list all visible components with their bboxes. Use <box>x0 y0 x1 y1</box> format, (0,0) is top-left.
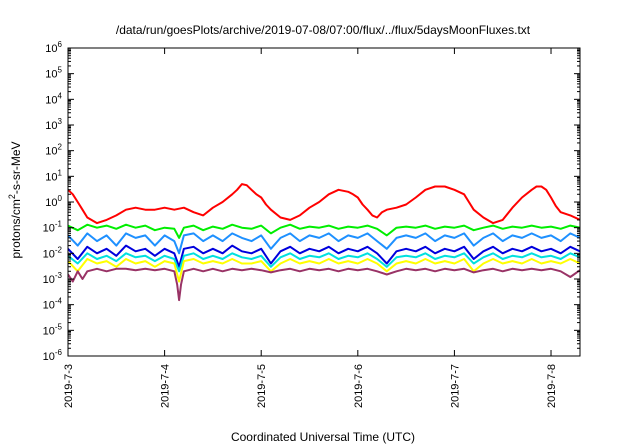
y-tick-exp: 5 <box>58 66 63 75</box>
series-line-1 <box>68 183 580 225</box>
y-tick-base: 10 <box>45 197 57 209</box>
plot-frame <box>67 47 581 357</box>
ticks-layer: 10-610-510-410-310-210-11001011021031041… <box>43 40 580 408</box>
y-tick-exp: -5 <box>55 322 63 331</box>
y-tick-base: 10 <box>45 171 57 183</box>
x-tick-label: 2019-7-8 <box>546 364 558 408</box>
y-tick-exp: 6 <box>58 40 63 49</box>
y-tick-exp: 4 <box>58 91 63 100</box>
y-tick-base: 10 <box>43 274 55 286</box>
y-tick-exp: 3 <box>58 117 63 126</box>
y-tick-label: 102 <box>45 143 62 158</box>
y-tick-exp: -2 <box>55 245 63 254</box>
y-axis-title: protons/cm2-s-sr-MeV <box>7 141 23 258</box>
series-line-2 <box>68 223 580 239</box>
y-tick-base: 10 <box>45 69 57 81</box>
y-tick-base: 10 <box>43 223 55 235</box>
chart-title: /data/run/goesPlots/archive/2019-07-08/0… <box>116 23 531 37</box>
y-tick-label: 10-6 <box>43 348 63 363</box>
y-tick-label: 10-1 <box>43 220 63 235</box>
y-tick-label: 10-3 <box>43 271 63 286</box>
x-tick-label: 2019-7-7 <box>449 364 461 408</box>
y-tick-exp: 1 <box>58 168 63 177</box>
y-tick-label: 106 <box>45 40 62 55</box>
y-tick-exp: 2 <box>58 143 63 152</box>
series-line-7 <box>68 267 580 302</box>
y-tick-exp: -6 <box>55 348 63 357</box>
y-tick-label: 105 <box>45 66 62 81</box>
y-tick-exp: -1 <box>55 220 63 229</box>
x-tick-label: 2019-7-5 <box>256 364 268 408</box>
svg-text:protons/cm2-s-sr-MeV: protons/cm2-s-sr-MeV <box>7 141 23 258</box>
series-line-5 <box>68 252 580 273</box>
y-tick-exp: -3 <box>55 271 63 280</box>
y-tick-base: 10 <box>45 94 57 106</box>
y-tick-base: 10 <box>45 146 57 158</box>
x-tick-label: 2019-7-3 <box>63 364 75 408</box>
series-line-4 <box>68 244 580 268</box>
y-tick-label: 10-2 <box>43 245 63 260</box>
y-tick-label: 101 <box>45 168 62 183</box>
y-tick-base: 10 <box>43 351 55 363</box>
y-tick-base: 10 <box>43 300 55 312</box>
y-tick-label: 103 <box>45 117 62 132</box>
y-tick-label: 10-5 <box>43 322 63 337</box>
series-layer <box>68 183 580 302</box>
y-tick-base: 10 <box>43 325 55 337</box>
series-line-6 <box>68 258 580 283</box>
x-tick-label: 2019-7-6 <box>353 364 365 408</box>
y-tick-exp: 0 <box>58 194 63 203</box>
y-axis-title-sup: 2 <box>7 194 17 199</box>
x-axis-title: Coordinated Universal Time (UTC) <box>231 430 415 444</box>
y-tick-label: 10-4 <box>43 297 63 312</box>
y-tick-label: 104 <box>45 91 62 106</box>
y-tick-base: 10 <box>43 248 55 260</box>
y-tick-base: 10 <box>45 43 57 55</box>
y-tick-label: 100 <box>45 194 62 209</box>
y-axis-title-rest: -s-sr-MeV <box>9 141 23 194</box>
y-axis-title-base: protons/cm <box>9 199 23 258</box>
y-tick-exp: -4 <box>55 297 63 306</box>
x-tick-label: 2019-7-4 <box>160 364 172 408</box>
series-line-3 <box>68 232 580 255</box>
y-tick-base: 10 <box>45 120 57 132</box>
